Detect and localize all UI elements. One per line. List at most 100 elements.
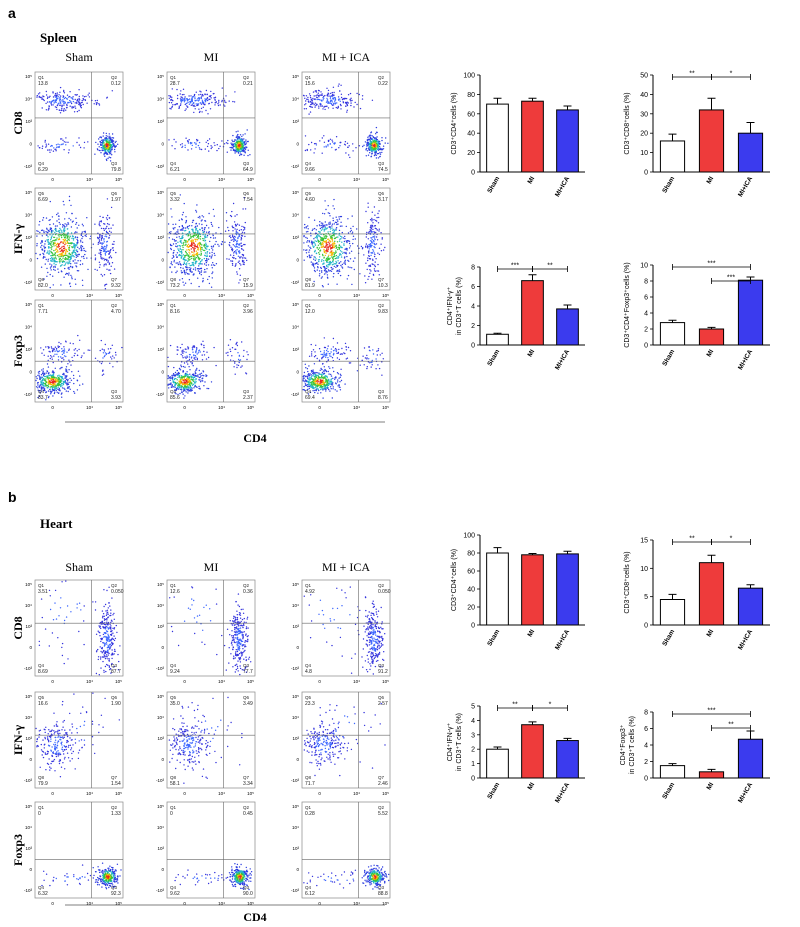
event-dot: [57, 359, 60, 361]
event-dot: [36, 230, 38, 232]
event-dot: [332, 107, 334, 109]
event-dot: [100, 339, 103, 342]
event-dot: [192, 351, 194, 353]
event-dot: [335, 136, 338, 138]
event-dot: [81, 256, 83, 258]
event-dot: [56, 225, 58, 227]
event-dot: [108, 151, 111, 154]
event-dot: [45, 378, 47, 380]
event-dot: [109, 146, 112, 148]
event-dot: [59, 250, 61, 253]
event-dot: [218, 147, 220, 150]
event-dot: [334, 99, 337, 101]
event-dot: [212, 208, 215, 211]
event-dot: [47, 366, 50, 368]
event-dot: [58, 384, 60, 386]
event-dot: [339, 103, 342, 106]
event-dot: [182, 88, 185, 90]
event-dot: [314, 102, 316, 104]
event-dot: [192, 95, 194, 98]
event-dot: [309, 100, 312, 103]
event-dot: [107, 151, 110, 153]
event-dot: [328, 212, 331, 215]
event-dot: [309, 257, 311, 259]
event-dot: [186, 376, 188, 378]
event-dot: [336, 241, 339, 243]
quadrant-name: Q2: [378, 75, 385, 80]
event-dot: [104, 288, 107, 290]
event-dot: [83, 257, 85, 260]
event-dot: [63, 355, 66, 357]
event-dot: [45, 217, 48, 219]
event-dot: [313, 267, 316, 269]
event-dot: [175, 223, 177, 225]
event-dot: [202, 101, 205, 104]
event-dot: [98, 239, 101, 241]
event-dot: [81, 231, 83, 233]
event-dot: [62, 357, 64, 359]
event-dot: [77, 254, 79, 256]
event-dot: [325, 241, 327, 244]
event-dot: [176, 246, 178, 248]
event-dot: [231, 347, 234, 349]
event-dot: [237, 237, 239, 240]
flow-y-tick: 0: [29, 370, 32, 375]
event-dot: [319, 232, 321, 234]
event-dot: [47, 240, 49, 242]
event-dot: [367, 222, 369, 224]
event-dot: [246, 129, 248, 131]
event-dot: [69, 242, 71, 245]
event-dot: [100, 235, 103, 237]
event-dot: [63, 276, 65, 278]
event-dot: [346, 142, 349, 144]
event-dot: [202, 237, 204, 240]
event-dot: [187, 374, 189, 376]
event-dot: [63, 264, 65, 267]
plot-frame: [34, 71, 124, 175]
event-dot: [61, 392, 63, 394]
event-dot: [326, 93, 329, 96]
row-marker-label: CD8: [11, 111, 25, 134]
event-dot: [370, 240, 373, 242]
event-dot: [200, 97, 203, 100]
event-dot: [309, 95, 312, 97]
event-dot: [44, 256, 46, 258]
event-dot: [221, 243, 223, 246]
event-dot: [169, 99, 172, 101]
event-dot: [179, 263, 182, 266]
event-dot: [65, 390, 67, 392]
event-dot: [106, 258, 108, 261]
event-dot: [54, 239, 56, 242]
event-dot: [363, 254, 365, 256]
event-dot: [94, 259, 97, 261]
event-dot: [181, 350, 183, 352]
event-dot: [181, 245, 183, 247]
event-dot: [238, 244, 241, 246]
flow-y-tick: 10³: [25, 119, 32, 124]
event-dot: [175, 141, 177, 143]
event-dot: [198, 285, 200, 288]
event-dot: [176, 270, 178, 272]
event-dot: [172, 223, 174, 226]
event-dot: [321, 276, 323, 278]
flow-y-tick: -10³: [291, 164, 300, 169]
event-dot: [98, 222, 101, 224]
event-dot: [63, 102, 65, 104]
event-dot: [306, 149, 308, 152]
event-dot: [54, 269, 56, 271]
event-dot: [61, 100, 63, 102]
event-dot: [51, 378, 53, 380]
event-dot: [188, 279, 191, 281]
event-dot: [190, 390, 192, 392]
event-dot: [214, 104, 216, 106]
quadrant-percent: 8.16: [170, 309, 180, 315]
event-dot: [50, 378, 52, 380]
event-dot: [52, 150, 55, 152]
event-dot: [41, 376, 43, 378]
event-dot: [76, 227, 78, 229]
event-dot: [107, 250, 110, 252]
event-dot: [375, 144, 377, 147]
event-dot: [375, 157, 378, 159]
event-dot: [39, 147, 41, 149]
event-dot: [327, 241, 329, 243]
